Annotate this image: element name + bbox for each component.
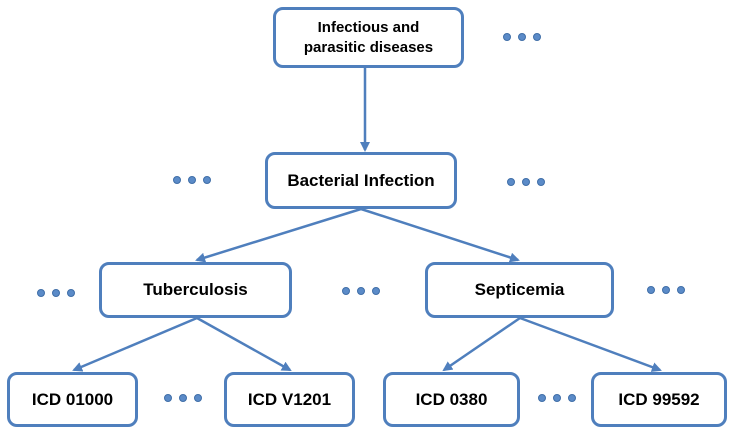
node-label: ICD 01000 [31,389,114,409]
node-bacterial-infection: Bacterial Infection [265,152,457,209]
node-label: Septicemia [474,280,565,299]
edge-tuberculosis-icd1 [72,316,198,372]
node-infectious-parasitic-diseases: Infectious and parasitic diseases [273,7,464,68]
node-label-line-2: parasitic diseases [303,38,434,56]
ellipsis-icon [164,394,202,402]
ellipsis-icon [37,289,75,297]
node-label: Tuberculosis [143,280,248,299]
node-icd-0380: ICD 0380 [383,372,520,427]
node-tuberculosis: Tuberculosis [99,262,292,318]
node-icd-01000: ICD 01000 [7,372,138,427]
ellipsis-icon [503,33,541,41]
ellipsis-icon [507,178,545,186]
ellipsis-icon [538,394,576,402]
node-icd-99592: ICD 99592 [591,372,727,427]
node-label: ICD 0380 [415,389,488,409]
node-label: ICD 99592 [618,389,700,409]
ellipsis-icon [342,287,380,295]
node-septicemia: Septicemia [425,262,614,318]
node-label-line-1: Infectious and [317,18,420,36]
ellipsis-icon [647,286,685,294]
ellipsis-icon [173,176,211,184]
node-label: ICD V1201 [247,389,332,409]
edge-septicemia-icd4 [519,316,662,372]
edge-septicemia-icd3 [442,316,521,372]
edge-tuberculosis-icd2 [196,316,292,372]
node-icd-v1201: ICD V1201 [224,372,355,427]
node-label: Bacterial Infection [287,170,435,190]
edge-bacterial-tuberculosis [195,207,362,263]
edge-bacterial-septicemia [360,207,520,263]
